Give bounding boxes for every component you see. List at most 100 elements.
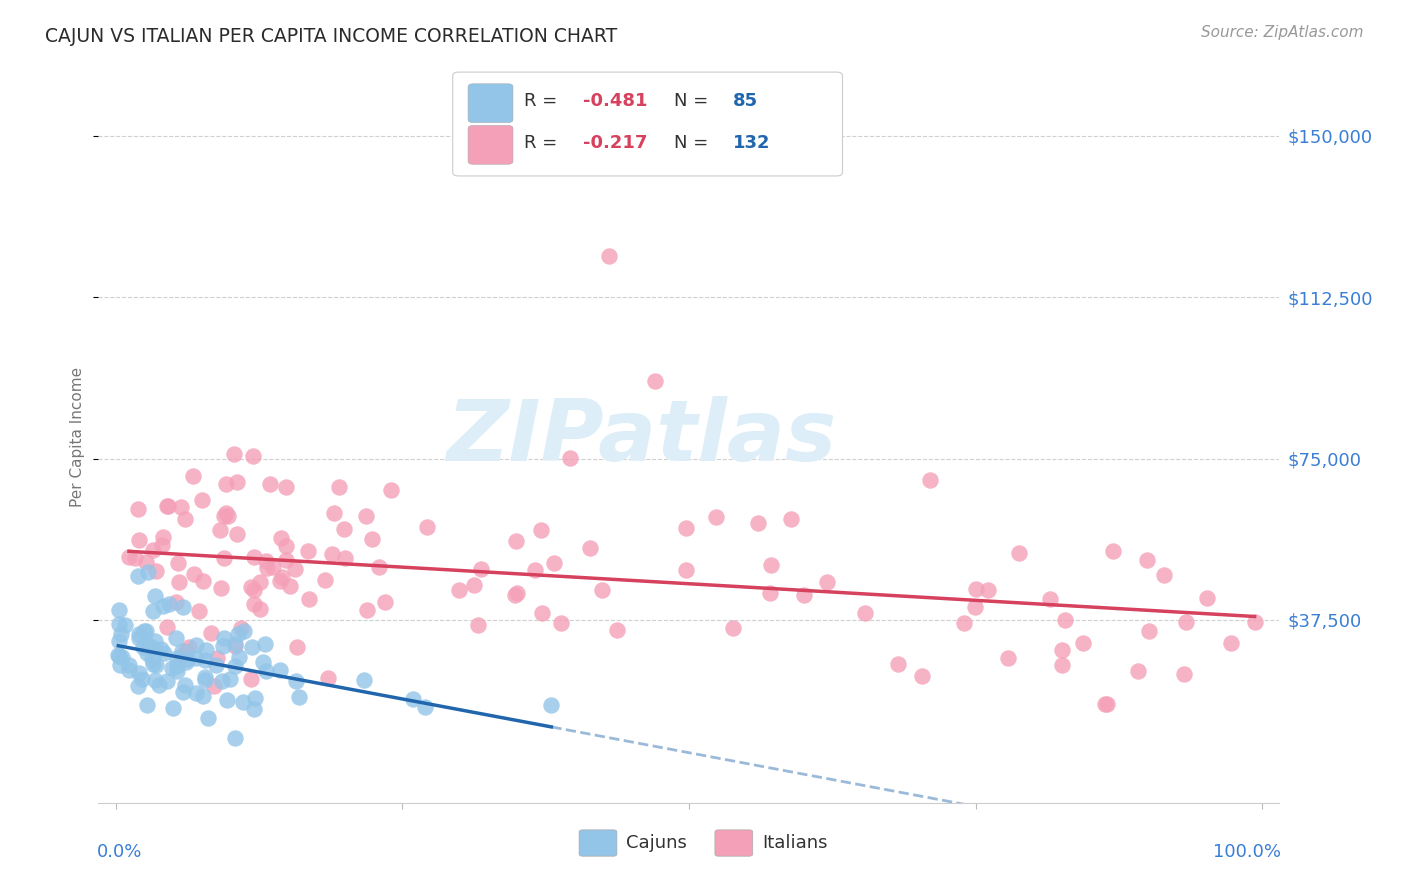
Point (200, 626, 222, 640)
Point (148, 678, 170, 692)
Point (226, 475, 249, 490)
Point (368, 560, 391, 574)
Point (1220, 636, 1243, 650)
Point (965, 600, 987, 615)
Point (531, 607, 554, 621)
Text: N =: N = (673, 134, 714, 152)
Point (132, 624, 155, 639)
Point (212, 639, 235, 653)
Point (1054, 613, 1077, 627)
Point (558, 450, 581, 465)
Point (118, 663, 141, 677)
Point (194, 670, 217, 684)
Point (274, 479, 297, 493)
Point (224, 640, 246, 654)
Point (136, 698, 159, 712)
Point (1136, 553, 1159, 567)
Point (108, 616, 131, 631)
Point (172, 600, 194, 615)
Point (165, 595, 187, 609)
Point (107, 648, 129, 662)
Point (110, 627, 132, 641)
Point (269, 574, 291, 588)
Point (354, 508, 377, 523)
Point (239, 672, 262, 686)
Point (212, 631, 235, 645)
Point (124, 551, 146, 566)
Point (193, 673, 215, 687)
Point (128, 627, 150, 641)
Point (145, 658, 167, 673)
Point (226, 627, 249, 641)
Point (160, 661, 183, 675)
Point (328, 479, 350, 493)
Point (166, 651, 188, 665)
Point (297, 544, 319, 558)
Point (194, 642, 217, 657)
Point (322, 506, 344, 520)
Point (152, 599, 174, 614)
Point (598, 249, 620, 263)
Point (335, 551, 357, 566)
Point (191, 493, 214, 508)
Point (224, 637, 246, 651)
Point (918, 473, 941, 487)
Point (174, 655, 197, 669)
Point (1039, 592, 1062, 607)
Point (157, 598, 180, 612)
Point (274, 540, 297, 554)
Point (721, 621, 744, 635)
Point (205, 658, 228, 673)
Point (188, 604, 211, 618)
Point (108, 603, 131, 617)
Point (977, 583, 1000, 598)
Text: 132: 132 (733, 134, 770, 152)
Point (143, 589, 166, 603)
Point (540, 698, 562, 713)
Point (127, 679, 149, 693)
Point (118, 658, 141, 673)
Point (886, 657, 908, 671)
Point (644, 374, 666, 388)
Point (183, 567, 205, 582)
Point (127, 501, 149, 516)
Point (212, 551, 235, 566)
Point (167, 574, 190, 589)
Point (675, 563, 697, 577)
Point (1050, 657, 1073, 672)
Point (142, 657, 165, 671)
Point (463, 577, 485, 591)
Point (298, 591, 321, 606)
Point (1137, 624, 1160, 638)
Point (416, 519, 439, 533)
Text: Source: ZipAtlas.com: Source: ZipAtlas.com (1201, 25, 1364, 40)
Text: ZIPatlas: ZIPatlas (447, 395, 837, 479)
Point (243, 702, 266, 716)
Point (910, 668, 932, 682)
Point (356, 603, 378, 617)
Point (252, 655, 274, 669)
Point (249, 574, 271, 589)
Point (953, 615, 976, 630)
Point (135, 624, 157, 638)
Point (401, 691, 423, 706)
Point (1095, 697, 1118, 711)
Point (997, 650, 1019, 665)
Point (1126, 665, 1149, 679)
Text: Italians: Italians (762, 834, 828, 852)
Point (675, 521, 697, 535)
Point (1175, 615, 1198, 629)
Point (110, 650, 132, 665)
Point (181, 469, 204, 483)
Point (194, 653, 217, 667)
Point (114, 618, 136, 632)
Point (128, 632, 150, 646)
Point (127, 568, 149, 582)
Point (217, 509, 239, 524)
Point (965, 582, 987, 597)
Text: N =: N = (673, 93, 714, 111)
Point (177, 640, 200, 654)
Point (256, 561, 278, 575)
Point (118, 549, 141, 564)
FancyBboxPatch shape (453, 72, 842, 176)
